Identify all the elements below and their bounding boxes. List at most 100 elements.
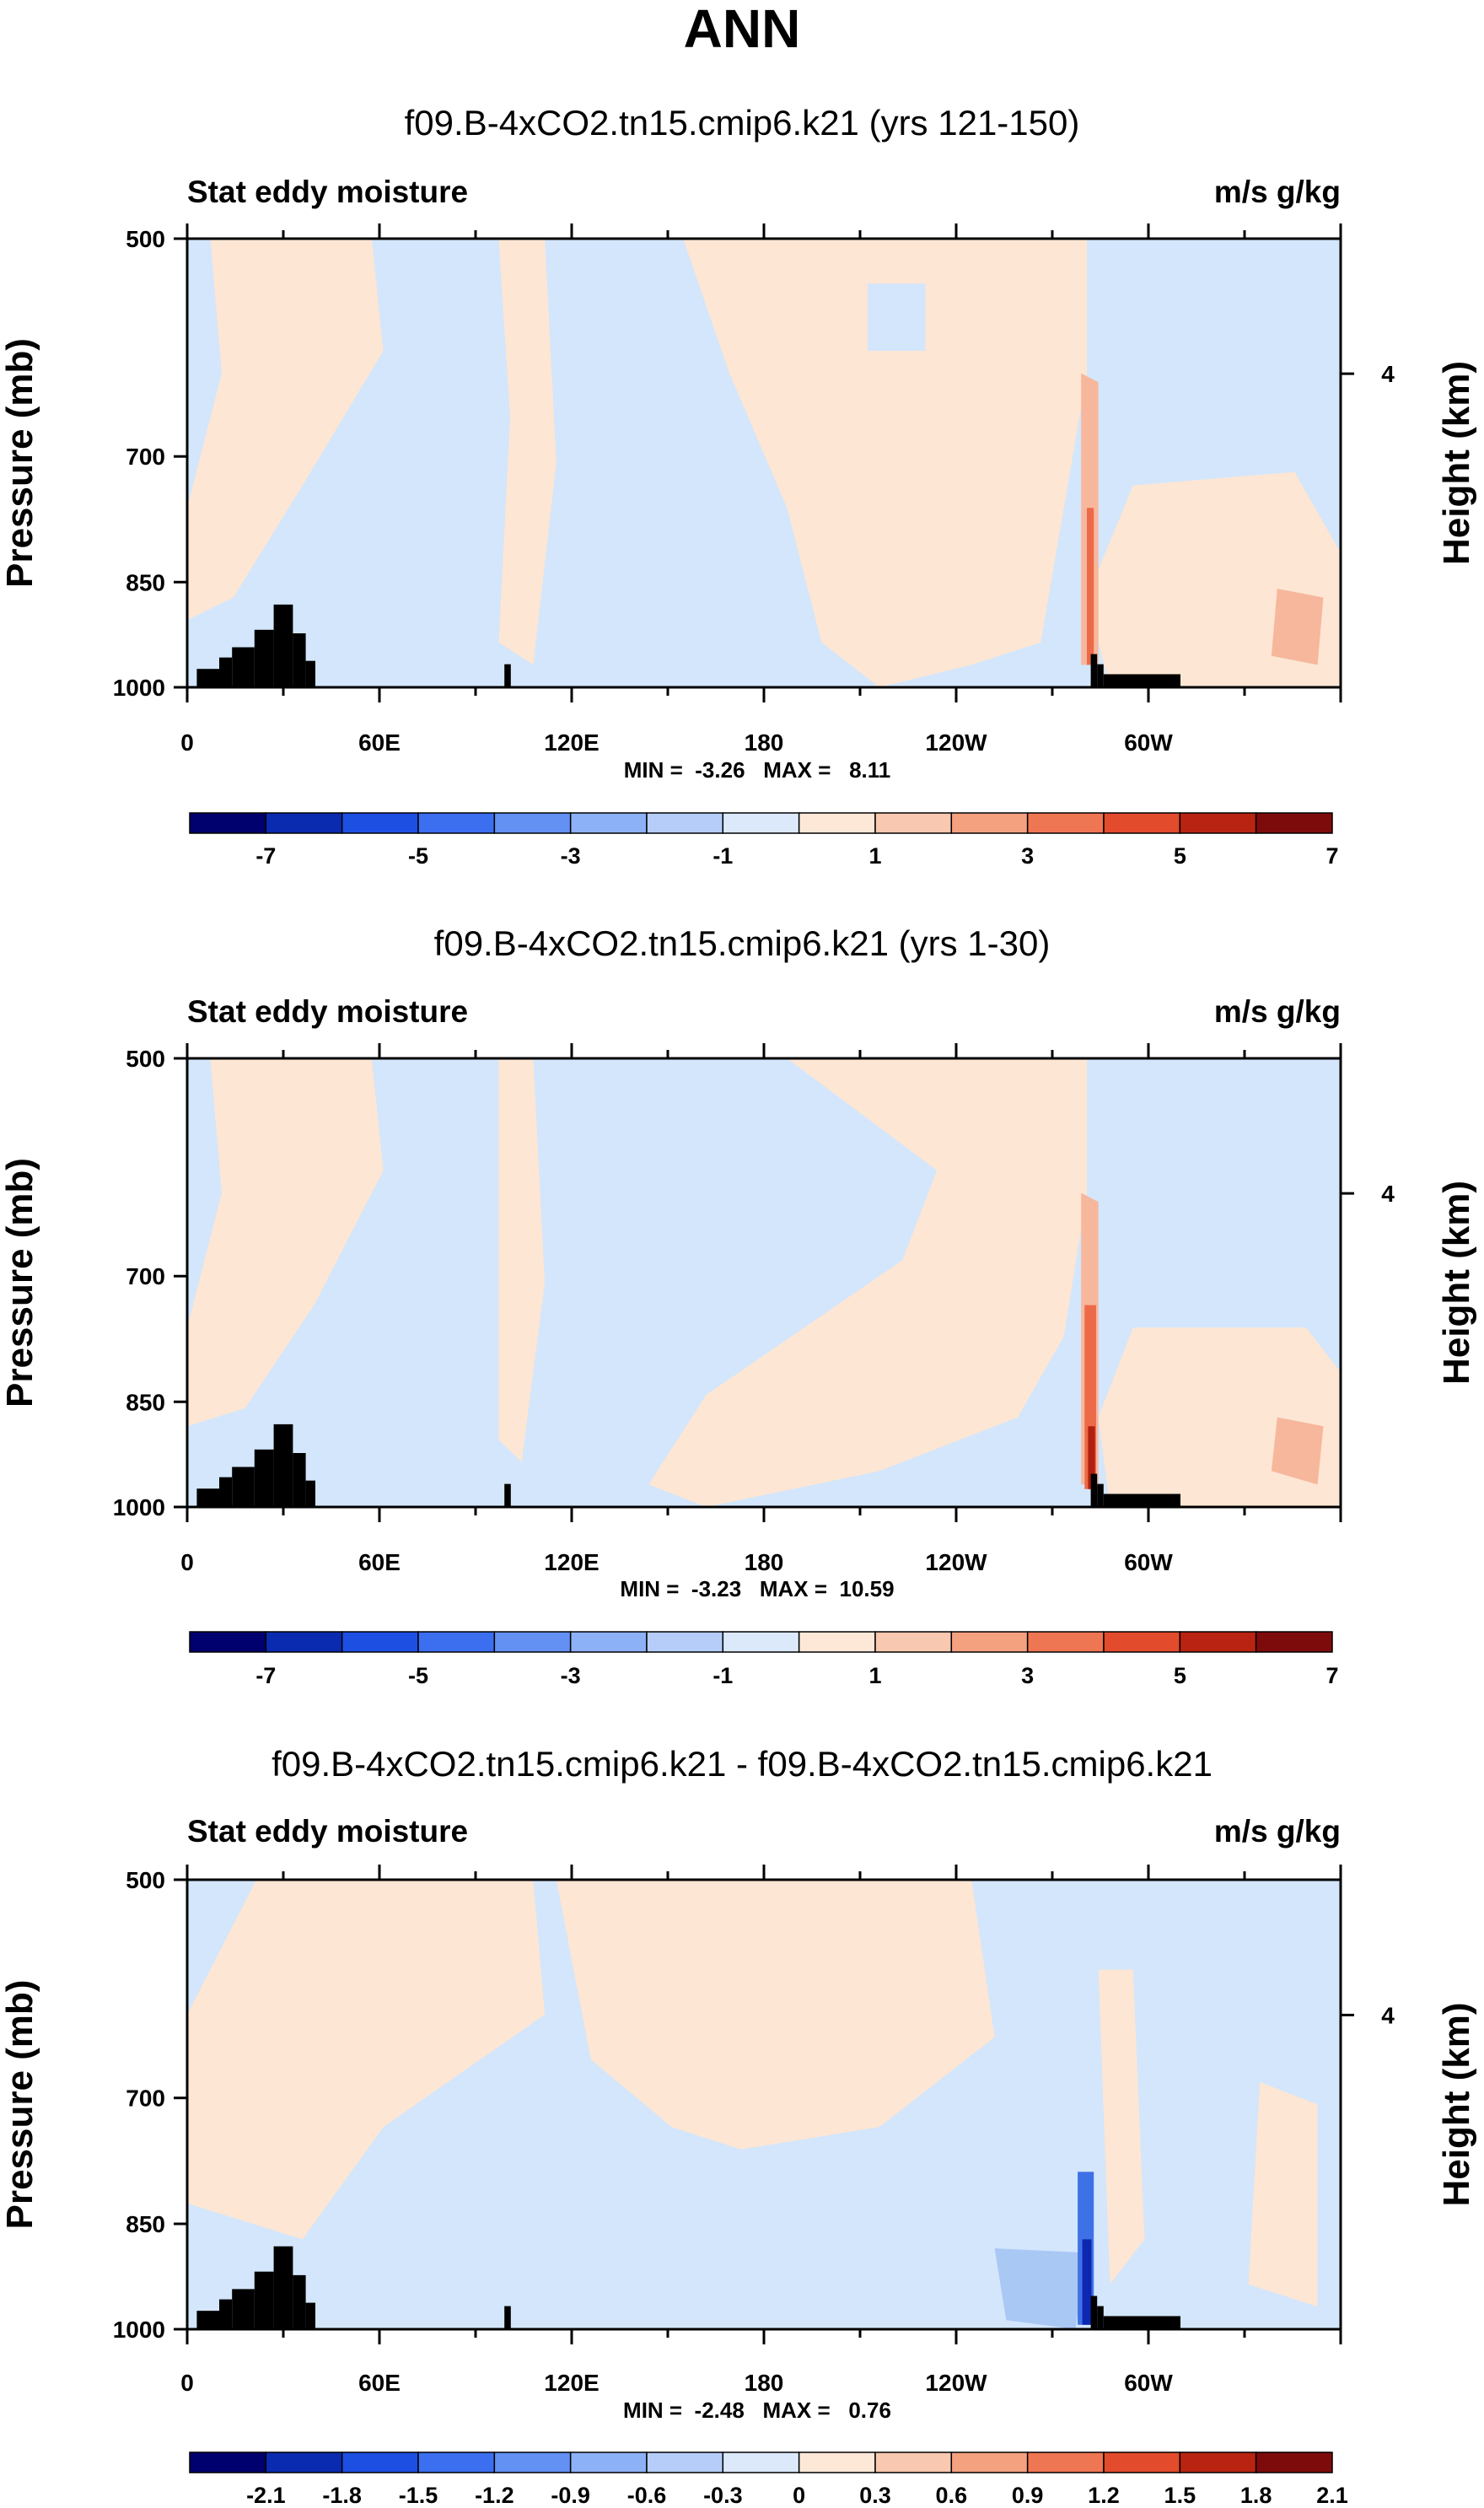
topography-block xyxy=(305,2302,315,2329)
colorbar-label: 5 xyxy=(1174,843,1186,869)
positive-region xyxy=(683,239,1087,687)
positive-region xyxy=(498,239,556,665)
colorbar-box xyxy=(874,1631,953,1653)
colorbar-label: -7 xyxy=(255,843,276,869)
colorbar-box xyxy=(646,1631,724,1653)
y-axis-title: Pressure (mb) xyxy=(0,1980,40,2230)
colorbar-label: 1 xyxy=(868,1663,881,1688)
y-tick-label: 500 xyxy=(126,1046,165,1072)
colorbar: -7 -5 -3 -1 1 3 5 7 xyxy=(189,812,1339,869)
topography-block xyxy=(219,2299,233,2329)
colorbar-box xyxy=(417,1631,496,1653)
x-tick-label: 180 xyxy=(745,1549,784,1575)
y-tick-label: 850 xyxy=(126,569,165,595)
colorbar-box xyxy=(1103,1631,1181,1653)
topography-block xyxy=(305,1480,315,1507)
topography-block xyxy=(504,1483,511,1507)
colorbar-label: -3 xyxy=(561,843,581,869)
topography-block xyxy=(254,1449,274,1507)
colorbar-label: -2.1 xyxy=(246,2483,286,2508)
colorbar-box xyxy=(874,812,953,834)
units-label: m/s g/kg xyxy=(1214,994,1341,1029)
topography-block xyxy=(1103,1493,1180,1507)
positive-region xyxy=(1248,2081,1318,2307)
colorbar-box xyxy=(265,812,343,834)
colorbar-box xyxy=(189,2451,267,2473)
y-tick-label: 1000 xyxy=(113,1494,165,1520)
panel-title: f09.B-4xCO2.tn15.cmip6.k21 (yrs 1-30) xyxy=(434,923,1051,963)
x-tick-label: 60E xyxy=(358,1549,401,1575)
colorbar-label: 3 xyxy=(1021,843,1034,869)
page-title: ANN xyxy=(684,0,801,59)
x-tick-label: 120E xyxy=(544,729,599,756)
y-tick-label: 700 xyxy=(126,1263,165,1289)
topography-block xyxy=(1090,654,1098,687)
negative-region xyxy=(994,2248,1087,2329)
x-tick-label: 60E xyxy=(358,729,401,756)
units-label: m/s g/kg xyxy=(1214,175,1341,209)
colorbar-box xyxy=(493,1631,572,1653)
colorbar-label: 0.9 xyxy=(1012,2483,1044,2508)
topography-block xyxy=(1097,1483,1104,1507)
topography-block xyxy=(1097,2306,1104,2329)
x-tick-label: 60W xyxy=(1124,729,1173,756)
panel-3: f09.B-4xCO2.tn15.cmip6.k21 - f09.B-4xCO2… xyxy=(0,1744,1477,2508)
positive-region-strong xyxy=(1271,589,1324,665)
colorbar-label: -7 xyxy=(255,1663,276,1688)
topography-block xyxy=(254,629,274,687)
x-tick-label: 120W xyxy=(925,729,987,756)
topography-block xyxy=(273,1424,293,1507)
y-axis-title: Pressure (mb) xyxy=(0,1158,40,1407)
negative-region-strongest xyxy=(1082,2239,1092,2325)
colorbar-box xyxy=(950,2451,1029,2473)
topography-block xyxy=(273,2246,293,2329)
colorbar-box xyxy=(265,2451,343,2473)
positive-region xyxy=(187,1058,384,1427)
topography-block xyxy=(254,2271,274,2329)
contour-field xyxy=(187,1880,1341,2329)
topography-block xyxy=(1103,2316,1180,2329)
colorbar-box xyxy=(950,1631,1029,1653)
colorbar-label: 2.1 xyxy=(1316,2483,1348,2508)
colorbar-label: -0.3 xyxy=(703,2483,743,2508)
y-tick-label: 1000 xyxy=(113,675,165,701)
positive-region xyxy=(498,1058,546,1462)
topography-block xyxy=(504,2306,511,2329)
colorbar-box xyxy=(1103,2451,1181,2473)
colorbar-box xyxy=(950,812,1029,834)
positive-region xyxy=(1098,1969,1145,2285)
colorbar-box xyxy=(1179,812,1257,834)
panel-title: f09.B-4xCO2.tn15.cmip6.k21 - f09.B-4xCO2… xyxy=(272,1744,1212,1784)
colorbar-box xyxy=(646,812,724,834)
colorbar-label: -3 xyxy=(561,1663,581,1688)
min-max-stats: MIN = -3.23 MAX = 10.59 xyxy=(620,1576,894,1601)
colorbar-box xyxy=(341,812,419,834)
colorbar-label: -1 xyxy=(712,1663,733,1688)
x-tick-label: 60W xyxy=(1124,2370,1173,2396)
topography-block xyxy=(232,2289,255,2329)
colorbar-box xyxy=(417,812,496,834)
positive-region-max xyxy=(1088,1426,1095,1489)
colorbar-label: 0.3 xyxy=(859,2483,891,2508)
x-tick-label: 0 xyxy=(180,2370,194,2396)
units-label: m/s g/kg xyxy=(1214,1814,1341,1849)
x-tick-label: 120W xyxy=(925,1549,987,1575)
topography-block xyxy=(305,660,315,687)
contour-field xyxy=(187,239,1341,687)
topography-block xyxy=(273,604,293,687)
x-tick-label: 120E xyxy=(544,1549,599,1575)
x-tick-label: 60W xyxy=(1124,1549,1173,1575)
topography-block xyxy=(1097,664,1104,687)
colorbar-box xyxy=(1179,1631,1257,1653)
variable-label: Stat eddy moisture xyxy=(187,175,468,209)
colorbar-box xyxy=(569,1631,648,1653)
colorbar-box xyxy=(569,812,648,834)
x-tick-label: 180 xyxy=(745,729,784,756)
colorbar-box xyxy=(798,2451,876,2473)
y-tick-label: 500 xyxy=(126,226,165,252)
colorbar-box xyxy=(265,1631,343,1653)
x-tick-label: 120W xyxy=(925,2370,987,2396)
topography-block xyxy=(196,669,219,687)
y-axis-right-title: Height (km) xyxy=(1436,361,1477,565)
colorbar-label: 7 xyxy=(1325,843,1338,869)
